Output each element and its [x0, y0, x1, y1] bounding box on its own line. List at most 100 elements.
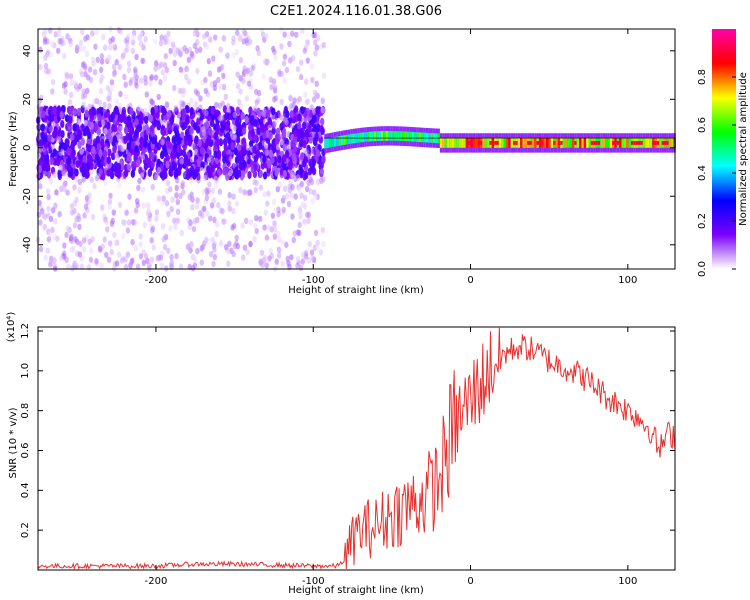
spectrogram-cell	[112, 124, 118, 133]
spectrogram-cell	[61, 105, 66, 114]
spectrogram-cell	[99, 66, 104, 74]
spectrogram-cell	[161, 235, 166, 243]
spectrogram-cell	[275, 143, 281, 151]
spectrogram-cell	[238, 186, 243, 194]
spectrogram-cell	[88, 155, 93, 164]
spectrogram-cell	[468, 141, 471, 145]
spectrogram-cell	[313, 229, 319, 237]
spectrogram-cell	[186, 78, 192, 85]
spectrogram-cell	[313, 194, 318, 201]
spectrogram-cell	[210, 164, 215, 173]
spectrogram-cell	[79, 28, 85, 36]
spectrogram-cell	[194, 27, 199, 35]
spectrogram-cell	[90, 30, 95, 37]
spectrogram-cell	[61, 170, 67, 177]
spectrogram-cell	[81, 162, 87, 171]
spectrogram-cell	[666, 141, 669, 145]
spectrogram-cell	[214, 109, 220, 118]
spectrogram-cell	[312, 114, 317, 123]
spectrogram-cell	[64, 71, 69, 78]
spectrogram-cell	[159, 262, 165, 269]
spectrogram-cell	[253, 155, 259, 164]
spectrogram-cell	[82, 62, 87, 69]
spectrogram-cell	[314, 44, 320, 51]
spectrogram-cell	[196, 117, 201, 126]
spectrogram-cell	[138, 77, 144, 84]
spectrogram-cell	[112, 145, 117, 154]
spectrogram-cell	[189, 97, 194, 105]
spectrogram-cell	[132, 73, 138, 80]
spectrogram-cell	[164, 101, 170, 108]
spectrogram-cell	[85, 87, 90, 95]
spectrogram-cell	[166, 210, 171, 218]
spectrogram-cell	[310, 254, 315, 262]
spectrogram-cell	[290, 139, 295, 148]
spectrogram-cell	[118, 90, 123, 98]
spectrogram-cell	[116, 162, 122, 171]
spectrogram-cell	[248, 70, 254, 77]
spectrogram-cell	[279, 122, 284, 131]
spectrogram-cell	[256, 49, 262, 57]
spectrogram-cell	[402, 131, 405, 142]
spectrogram-cell	[185, 66, 190, 73]
spectrogram-cell	[267, 160, 272, 169]
spectrogram-cell	[226, 260, 231, 267]
spectrogram-cell	[207, 181, 212, 188]
spectrogram-cell	[143, 79, 148, 86]
spectrogram-cell	[482, 138, 485, 148]
spectrogram-cell	[555, 138, 558, 148]
spectrogram-cell	[160, 69, 166, 76]
spectrogram-cell	[168, 225, 173, 232]
spectrogram-cell	[211, 55, 216, 62]
spectrogram-cell	[63, 88, 68, 95]
spectrogram-cell	[68, 73, 74, 80]
spectrogram-cell	[74, 196, 79, 203]
snr-x-label: Height of straight line (km)	[288, 585, 424, 596]
spectrogram-cell	[105, 226, 110, 233]
spectrogram-cell	[47, 261, 53, 268]
spectrogram-cell	[274, 133, 280, 142]
spectrogram-cell	[68, 106, 73, 115]
snr-x-ticks: -200 -100 0 100	[145, 327, 637, 587]
spectrogram-cell	[235, 106, 241, 115]
spectrogram-cell	[343, 135, 346, 145]
spectrogram-cell	[78, 45, 83, 53]
spectrogram-cell	[118, 140, 123, 147]
spectrogram-cell	[150, 183, 155, 191]
spectrogram-cell	[231, 207, 236, 215]
colorbar-tick-label: 0.0	[697, 261, 708, 277]
spectrogram-cell	[238, 57, 244, 64]
x-tick-label: 100	[618, 275, 637, 286]
spectrogram-cell	[196, 112, 201, 119]
spectrogram-cell	[141, 202, 146, 209]
spectrogram-x-ticks: -200 -100 0 100	[145, 29, 637, 286]
spectrogram-cell	[159, 34, 164, 41]
spectrogram-cell	[293, 105, 299, 114]
spectrogram-cell	[40, 131, 45, 140]
y-tick-label: 20	[22, 93, 33, 106]
spectrogram-cell	[362, 132, 365, 143]
spectrogram-cell	[235, 243, 240, 250]
spectrogram-cell	[95, 135, 101, 144]
spectrogram-cell	[191, 142, 196, 149]
spectrogram-cell	[261, 73, 266, 80]
spectrogram-cell	[279, 98, 284, 106]
spectrogram-cell	[241, 38, 247, 45]
spectrogram-cell	[102, 236, 107, 243]
spectrogram-cell	[94, 29, 99, 36]
spectrogram-cell	[113, 239, 119, 247]
spectrogram-cell	[105, 85, 111, 92]
x-tick-label: 0	[467, 576, 473, 587]
spectrogram-cell	[279, 114, 284, 121]
spectrogram-cell	[140, 57, 145, 65]
spectrogram-cell	[78, 119, 83, 126]
spectrogram-cell	[141, 259, 146, 267]
spectrogram-cell	[58, 164, 63, 171]
spectrogram-cell	[69, 203, 75, 210]
x-tick-label: -100	[302, 275, 325, 286]
spectrogram-cell	[134, 82, 139, 89]
spectrogram-cell	[214, 221, 220, 228]
colorbar-gradient	[712, 29, 736, 269]
spectrogram-cell	[63, 143, 68, 152]
colorbar-tick-label: 0.8	[697, 69, 708, 85]
